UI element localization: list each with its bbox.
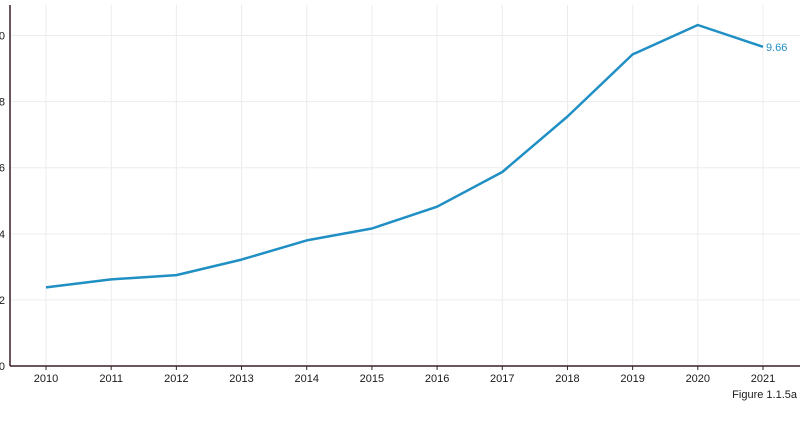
gridlines [10, 5, 800, 366]
data-label-last-value: 9.66 [766, 42, 787, 54]
x-tick-label: 2010 [34, 373, 58, 385]
x-tick-label: 2016 [425, 373, 449, 385]
x-tick-label: 2018 [555, 373, 579, 385]
y-axis-tick-labels: 0 2 4 6 8 10 [0, 31, 5, 373]
x-tick-label: 2020 [686, 373, 710, 385]
y-tick-label: 6 [0, 163, 5, 175]
x-tick-label: 2014 [294, 373, 318, 385]
x-tick-label: 2019 [620, 373, 644, 385]
x-tick-label: 2011 [99, 373, 123, 385]
x-tick-label: 2015 [360, 373, 384, 385]
y-tick-label: 2 [0, 295, 5, 307]
y-tick-label: 8 [0, 97, 5, 109]
y-tick-label: 4 [0, 229, 5, 241]
figure-caption: Figure 1.1.5a [732, 389, 797, 401]
x-tick-label: 2013 [229, 373, 253, 385]
y-tick-label: 0 [0, 361, 5, 373]
x-axis-tick-labels: 2010 2011 2012 2013 2014 2015 2016 2017 2018 2019… [34, 366, 775, 385]
x-tick-label: 2021 [751, 373, 775, 385]
series-line [45, 23, 764, 289]
x-tick-label: 2017 [490, 373, 514, 385]
y-tick-label: 10 [0, 31, 5, 43]
x-tick-label: 2012 [164, 373, 188, 385]
